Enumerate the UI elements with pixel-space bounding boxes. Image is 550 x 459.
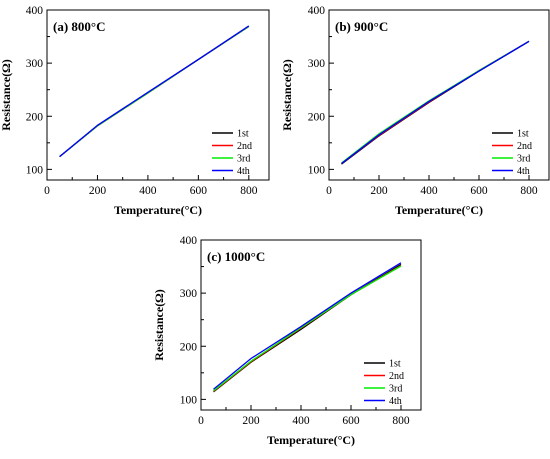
x-tick-label: 400 xyxy=(292,415,310,427)
legend-label: 3rd xyxy=(237,154,250,165)
x-tick-label: 600 xyxy=(190,185,208,197)
series-line-4th xyxy=(59,25,250,158)
y-tick-label: 100 xyxy=(180,394,198,406)
y-tick-label: 400 xyxy=(26,5,44,17)
panel-c: 0 200 400 600 800 100 200 300 400 Temperature(°C)… xyxy=(152,235,422,447)
y-tick-label: 200 xyxy=(308,111,326,123)
x-tick-label: 200 xyxy=(89,185,107,197)
legend-label: 1st xyxy=(389,359,401,370)
legend-label: 3rd xyxy=(389,384,402,395)
x-tick-label: 400 xyxy=(420,185,438,197)
y-tick-label: 300 xyxy=(180,288,198,300)
panel-label: (a) 800°C xyxy=(53,19,106,34)
legend-label: 2nd xyxy=(517,141,532,152)
series-line-1st xyxy=(213,263,402,393)
y-tick-label: 300 xyxy=(26,58,44,70)
x-tick-label: 800 xyxy=(392,415,410,427)
series-line-4th xyxy=(213,262,402,390)
legend-label: 4th xyxy=(517,166,530,177)
series-line-2nd xyxy=(213,264,402,392)
legend-label: 1st xyxy=(517,129,529,140)
legend-label: 1st xyxy=(237,129,249,140)
y-tick-label: 200 xyxy=(180,341,198,353)
x-tick-label: 200 xyxy=(242,415,260,427)
x-tick-label: 800 xyxy=(240,185,258,197)
panel-label: (b) 900°C xyxy=(335,19,388,34)
y-axis-title: Resistance(Ω) xyxy=(152,289,166,361)
y-tick-label: 300 xyxy=(308,58,326,70)
plot-frame xyxy=(328,9,550,181)
y-tick-label: 400 xyxy=(180,235,198,247)
y-axis-title: Resistance(Ω) xyxy=(0,59,13,131)
legend-label: 3rd xyxy=(517,154,530,165)
x-tick-label: 800 xyxy=(520,185,538,197)
legend-label: 2nd xyxy=(389,371,404,382)
series-line-3rd xyxy=(213,265,402,392)
y-axis-title: Resistance(Ω) xyxy=(280,59,294,131)
x-axis-title: Temperature(°C) xyxy=(114,203,202,217)
legend-label: 4th xyxy=(389,396,402,407)
series-line-2nd xyxy=(59,25,250,158)
series-line-4th xyxy=(341,40,530,165)
y-tick-label: 200 xyxy=(26,111,44,123)
legend-label: 2nd xyxy=(237,141,252,152)
panel-a: 0 200 400 600 800 100 200 300 400 Temperature(°C)… xyxy=(0,5,270,217)
y-tick-label: 100 xyxy=(26,164,44,176)
x-axis-title: Temperature(°C) xyxy=(267,433,355,447)
x-tick-label: 0 xyxy=(44,185,50,197)
series-line-3rd xyxy=(59,25,250,158)
x-tick-label: 600 xyxy=(342,415,360,427)
panel-label: (c) 1000°C xyxy=(207,249,265,264)
series-line-3rd xyxy=(341,40,530,164)
x-axis-title: Temperature(°C) xyxy=(395,203,483,217)
x-tick-label: 0 xyxy=(198,415,204,427)
x-tick-label: 400 xyxy=(139,185,157,197)
x-tick-label: 600 xyxy=(470,185,488,197)
x-tick-label: 0 xyxy=(326,185,332,197)
series-line-1st xyxy=(59,25,250,158)
legend-label: 4th xyxy=(237,166,250,177)
x-tick-label: 200 xyxy=(370,185,388,197)
y-tick-label: 400 xyxy=(308,5,326,17)
y-tick-label: 100 xyxy=(308,164,326,176)
plot-frame xyxy=(46,9,270,181)
panel-b: 0 200 400 600 800 100 200 300 400 Temperature(°C)… xyxy=(280,5,550,217)
plot-frame xyxy=(200,239,422,411)
